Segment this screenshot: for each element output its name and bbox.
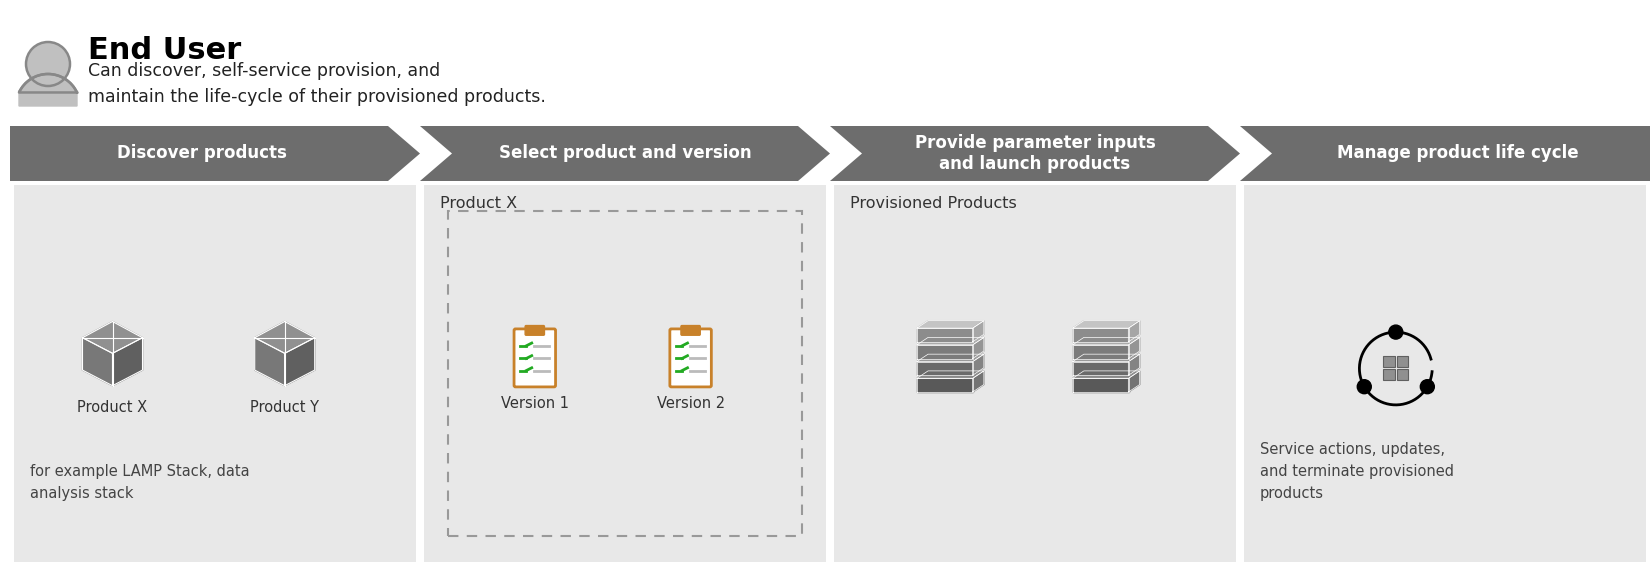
Polygon shape	[82, 338, 112, 386]
Polygon shape	[421, 126, 830, 181]
Text: Version 2: Version 2	[657, 396, 724, 411]
Text: Product X: Product X	[78, 400, 147, 415]
Text: Provisioned Products: Provisioned Products	[850, 196, 1016, 211]
Polygon shape	[917, 338, 983, 345]
Polygon shape	[254, 338, 285, 386]
Polygon shape	[917, 321, 983, 328]
Text: Provide parameter inputs
and launch products: Provide parameter inputs and launch prod…	[914, 134, 1155, 173]
Polygon shape	[917, 371, 983, 378]
Text: Product X: Product X	[441, 196, 516, 211]
FancyBboxPatch shape	[13, 185, 416, 562]
Circle shape	[26, 42, 69, 86]
Polygon shape	[1072, 338, 1140, 345]
FancyBboxPatch shape	[1383, 356, 1394, 367]
FancyBboxPatch shape	[1398, 369, 1407, 380]
Polygon shape	[917, 345, 974, 358]
Polygon shape	[974, 354, 983, 375]
Text: End User: End User	[87, 36, 241, 65]
Text: for example LAMP Stack, data
analysis stack: for example LAMP Stack, data analysis st…	[30, 464, 249, 501]
Polygon shape	[1129, 321, 1140, 342]
Circle shape	[1421, 380, 1434, 394]
FancyBboxPatch shape	[424, 185, 827, 562]
FancyBboxPatch shape	[670, 329, 711, 387]
Circle shape	[1358, 380, 1371, 394]
Polygon shape	[1072, 328, 1129, 342]
Polygon shape	[917, 378, 974, 392]
Text: Version 1: Version 1	[502, 396, 569, 411]
Polygon shape	[254, 321, 315, 353]
Polygon shape	[1072, 371, 1140, 378]
Text: Discover products: Discover products	[117, 145, 287, 162]
Polygon shape	[974, 371, 983, 392]
Polygon shape	[1072, 362, 1129, 375]
Polygon shape	[1129, 354, 1140, 375]
FancyBboxPatch shape	[515, 329, 556, 387]
Polygon shape	[1072, 354, 1140, 362]
Polygon shape	[285, 338, 315, 386]
Polygon shape	[974, 321, 983, 342]
Polygon shape	[1129, 338, 1140, 358]
Polygon shape	[917, 328, 974, 342]
Polygon shape	[974, 338, 983, 358]
Polygon shape	[1241, 126, 1650, 181]
Circle shape	[1389, 325, 1402, 339]
Polygon shape	[917, 362, 974, 375]
FancyBboxPatch shape	[1398, 356, 1407, 367]
Polygon shape	[1129, 371, 1140, 392]
Polygon shape	[20, 74, 78, 106]
Polygon shape	[1072, 378, 1129, 392]
FancyBboxPatch shape	[681, 325, 700, 335]
FancyBboxPatch shape	[525, 325, 545, 335]
Text: Can discover, self-service provision, and
maintain the life-cycle of their provi: Can discover, self-service provision, an…	[87, 62, 546, 107]
FancyBboxPatch shape	[1383, 369, 1394, 380]
Text: Manage product life cycle: Manage product life cycle	[1336, 145, 1579, 162]
Text: Service actions, updates,
and terminate provisioned
products: Service actions, updates, and terminate …	[1261, 442, 1454, 501]
FancyBboxPatch shape	[1244, 185, 1647, 562]
Polygon shape	[10, 126, 421, 181]
Polygon shape	[1072, 345, 1129, 358]
Polygon shape	[112, 338, 142, 386]
Polygon shape	[830, 126, 1241, 181]
Polygon shape	[1072, 321, 1140, 328]
Text: Product Y: Product Y	[251, 400, 318, 415]
FancyBboxPatch shape	[833, 185, 1236, 562]
Text: Select product and version: Select product and version	[498, 145, 751, 162]
Polygon shape	[82, 321, 142, 353]
Polygon shape	[917, 354, 983, 362]
